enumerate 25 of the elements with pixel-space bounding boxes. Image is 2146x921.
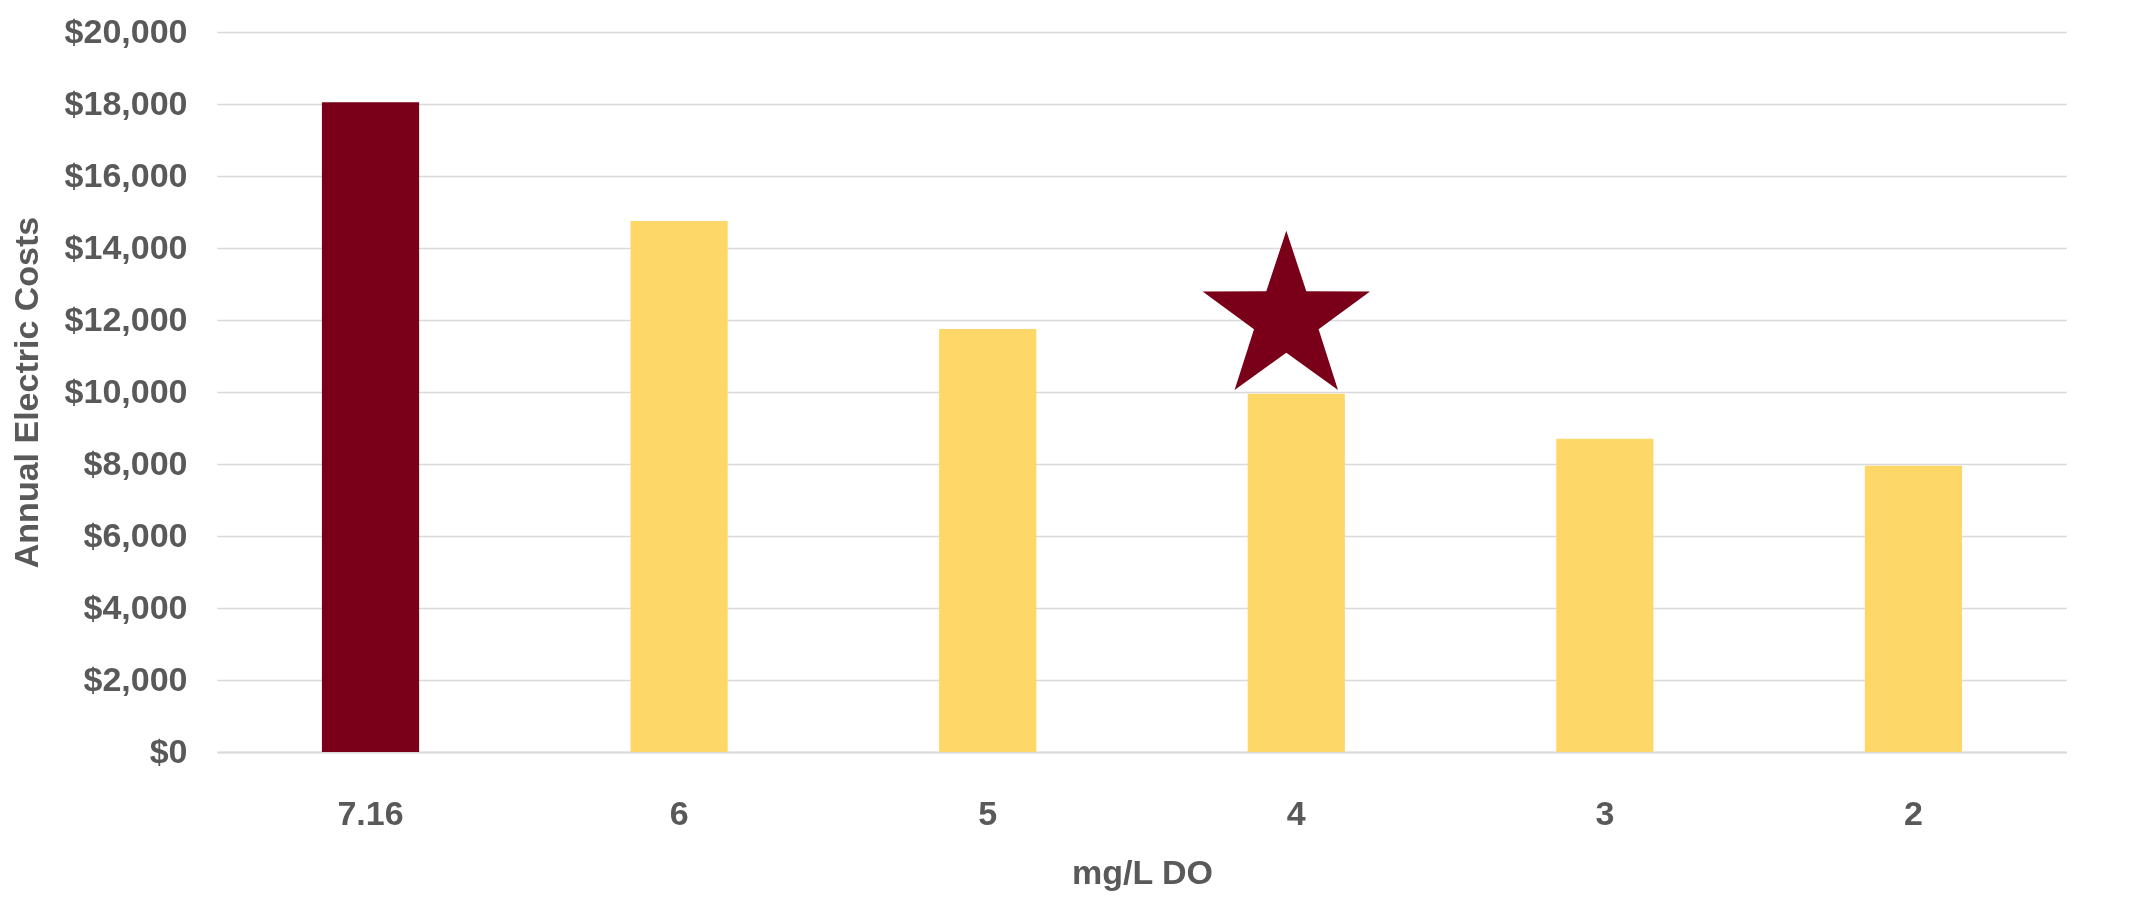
y-axis-title: Annual Electric Costs: [6, 216, 45, 569]
y-tick-label: $20,000: [64, 11, 188, 50]
y-tick-label: $16,000: [64, 155, 188, 194]
y-tick-label: $2,000: [83, 659, 188, 698]
bar: [1247, 393, 1345, 752]
bar: [1556, 438, 1654, 752]
y-tick-label: $12,000: [64, 299, 188, 338]
y-tick-label: $8,000: [83, 443, 188, 482]
bar: [321, 102, 420, 752]
bar: [939, 329, 1037, 752]
x-tick-label: 2: [1904, 793, 1923, 832]
y-tick-label: $10,000: [64, 371, 188, 410]
y-tick-label: $18,000: [64, 83, 188, 122]
x-tick-label: 4: [1286, 793, 1306, 832]
y-tick-label: $14,000: [64, 227, 188, 266]
y-tick-label: $6,000: [83, 515, 188, 554]
x-tick-label: 7.16: [337, 793, 404, 832]
x-axis-title: mg/L DO: [1071, 852, 1214, 891]
x-tick-label: 5: [978, 793, 998, 832]
x-tick-label: 3: [1595, 793, 1615, 832]
bar: [630, 221, 728, 752]
bar: [1864, 465, 1963, 752]
y-tick-label: $0: [149, 731, 188, 770]
y-tick-label: $4,000: [83, 587, 188, 626]
x-tick-label: 6: [669, 793, 689, 832]
